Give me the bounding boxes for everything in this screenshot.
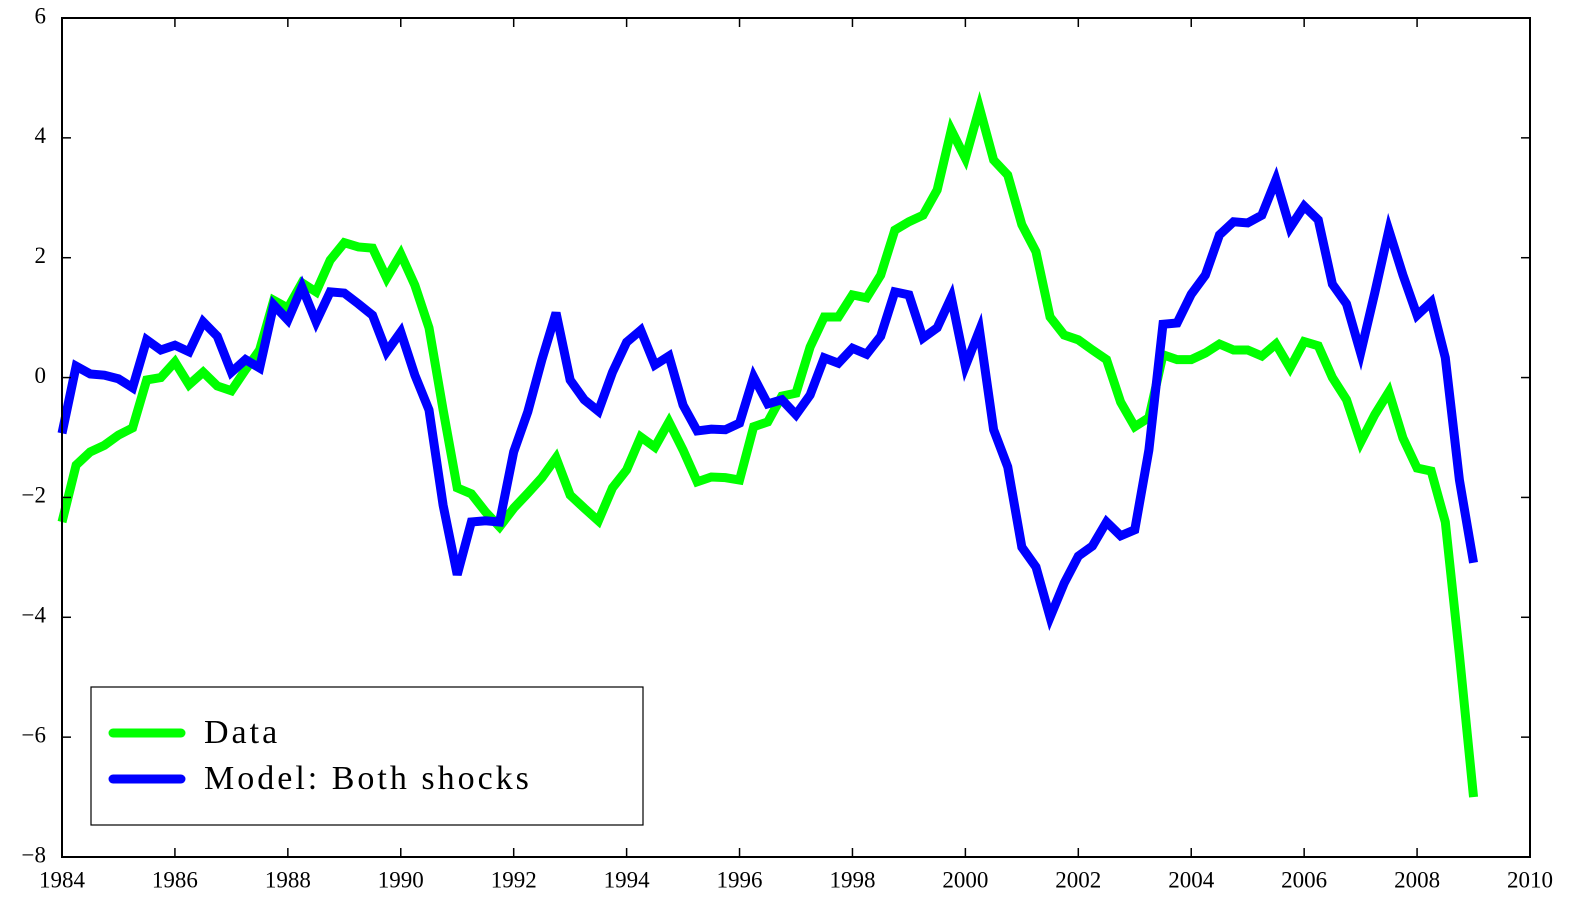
- x-tick-label: 1988: [265, 867, 311, 892]
- x-tick-label: 2008: [1394, 867, 1440, 892]
- y-tick-label: −2: [22, 483, 46, 508]
- x-tick-label: 1998: [829, 867, 875, 892]
- legend-label: Model: Both shocks: [204, 760, 532, 797]
- y-tick-label: −4: [22, 603, 47, 628]
- y-tick-label: 6: [35, 3, 47, 28]
- x-tick-label: 2000: [942, 867, 988, 892]
- y-tick-label: 0: [35, 363, 47, 388]
- y-tick-label: −8: [22, 842, 46, 867]
- plot-frame: [61, 17, 1531, 858]
- x-tick-label: 1990: [378, 867, 424, 892]
- legend-box: [90, 686, 644, 826]
- series-line: [57, 166, 1478, 632]
- x-tick-label: 1984: [39, 867, 86, 892]
- legend: Data Model: Both shocks: [90, 686, 644, 826]
- x-tick-label: 1992: [491, 867, 537, 892]
- x-tick-label: 1994: [604, 867, 651, 892]
- y-tick-label: −6: [22, 722, 46, 747]
- y-tick-label: 2: [35, 243, 47, 268]
- x-tick-label: 2006: [1281, 867, 1327, 892]
- x-tick-label: 2004: [1168, 867, 1215, 892]
- x-tick-label: 2002: [1055, 867, 1101, 892]
- legend-label: Data: [204, 714, 280, 751]
- x-tick-label: 1996: [717, 867, 763, 892]
- x-tick-label: 2010: [1507, 867, 1553, 892]
- y-tick-label: 4: [35, 123, 47, 148]
- x-tick-label: 1986: [152, 867, 198, 892]
